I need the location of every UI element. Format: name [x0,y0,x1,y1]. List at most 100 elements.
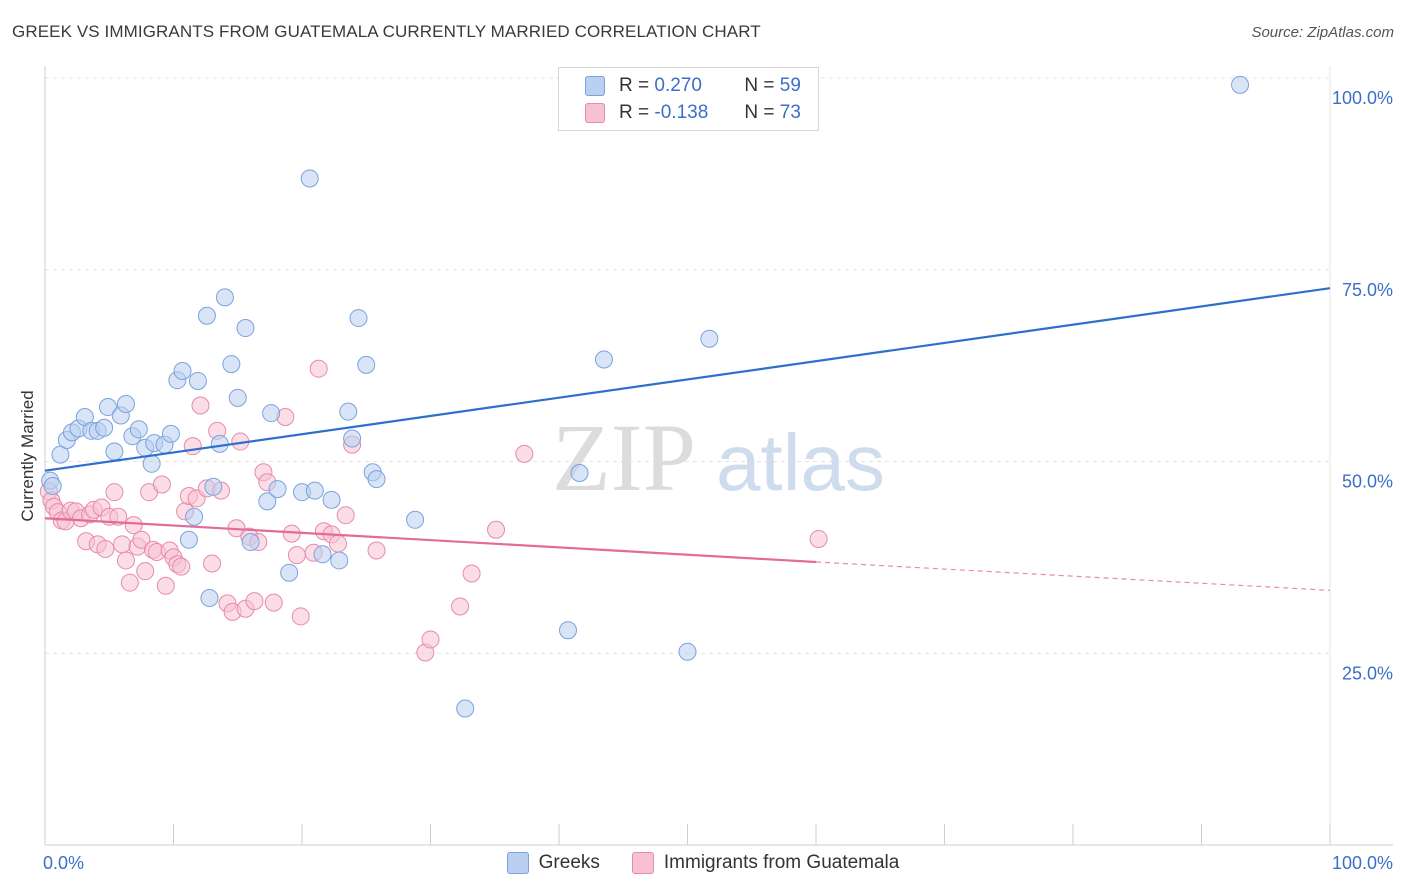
greeks-point [678,642,697,661]
greeks-point [313,545,332,564]
greeks-point [280,563,299,582]
greeks-point [204,477,223,496]
legend-n-value: 73 [779,102,801,123]
greeks-point [129,420,148,439]
guatemala-point [421,630,440,649]
guatemala-point [328,534,347,553]
legend-swatch-greeks [585,76,605,96]
greeks-point [241,533,260,552]
legend-swatch-greeks [506,852,529,874]
guatemala-point [287,546,306,565]
x-tick-label: 0.0% [43,853,84,873]
y-tick-label: 50.0% [1342,472,1393,492]
guatemala-point [203,554,222,573]
legend-r-label: R = [619,75,650,96]
greeks-point [236,319,255,338]
greeks-point [142,454,161,473]
y-tick-label: 75.0% [1342,280,1393,300]
greeks-point [349,309,368,328]
legend-r-value: -0.138 [654,102,709,123]
guatemala-point [120,573,139,592]
legend-item-greeks[interactable]: Greeks [506,852,600,874]
watermark-atlas: atlas [716,418,885,507]
guatemala-point [336,506,355,525]
greeks-point [98,398,117,417]
guatemala-trend-extension [815,561,1331,591]
guatemala-point [105,483,124,502]
greeks-point [456,699,475,718]
greeks-point [594,350,613,369]
greeks-point [700,329,719,348]
greeks-point [305,481,324,500]
guatemala-point [136,562,155,581]
guatemala-point [152,475,171,494]
guatemala-point [191,396,210,415]
greeks-point [185,507,204,526]
greeks-point [215,288,234,307]
greeks-point [179,530,198,549]
y-tick-label: 100.0% [1332,88,1393,108]
greeks-point [357,355,376,374]
legend-row-guatemala: R = -0.138 N = 73 [585,101,801,125]
guatemala-point [132,530,151,549]
guatemala-point [462,564,481,583]
greeks-point [570,464,589,483]
guatemala-point [309,359,328,378]
greeks-point [268,480,287,499]
series-greeks [41,75,1250,718]
legend-swatch-guatemala [631,852,654,874]
greeks-point [558,621,577,640]
legend-r-label: R = [619,102,650,123]
guatemala-point [116,551,135,570]
guatemala-point [109,507,128,526]
guatemala-point [487,520,506,539]
guatemala-trend-line [44,517,817,564]
guatemala-point [515,444,534,463]
guatemala-point [264,593,283,612]
greeks-trend-line [44,287,1331,472]
source-credit: Source: ZipAtlas.com [1251,24,1394,41]
x-tick-label: 100.0% [1332,853,1393,873]
stats-legend: R = 0.270 N = 59 R = -0.138 N = 73 [558,67,819,131]
greeks-point [258,492,277,511]
legend-swatch-guatemala [585,103,605,123]
guatemala-point [809,529,828,548]
legend-label-greeks: Greeks [538,852,600,873]
y-tick-label: 25.0% [1342,663,1393,683]
guatemala-point [113,535,132,554]
guatemala-point [183,437,202,456]
greeks-point [105,442,124,461]
legend-r-value: 0.270 [654,75,702,96]
greeks-point [210,434,229,453]
greeks-point [322,490,341,509]
trend-layer [44,287,1331,591]
greeks-point [173,361,192,380]
guatemala-point [96,539,115,558]
greeks-point [262,404,281,423]
legend-n-label: N = [744,102,775,123]
guatemala-point [451,597,470,616]
greeks-point [43,477,62,496]
series-guatemala [39,359,828,662]
chart-title: GREEK VS IMMIGRANTS FROM GUATEMALA CURRE… [12,22,761,41]
greeks-point [228,388,247,407]
greeks-point [200,589,219,608]
greeks-point [406,510,425,529]
legend-label-guatemala: Immigrants from Guatemala [663,852,900,873]
legend-row-greeks: R = 0.270 N = 59 [585,74,801,98]
greeks-point [188,371,207,390]
legend-item-guatemala[interactable]: Immigrants from Guatemala [631,852,900,874]
guatemala-point [245,592,264,611]
greeks-point [116,394,135,413]
greeks-point [330,551,349,570]
greeks-point [339,402,358,421]
axis-layer [44,66,1393,846]
legend-n-value: 59 [779,75,801,96]
greeks-point [367,470,386,489]
greeks-point [95,418,114,437]
series-legend: Greeks Immigrants from Guatemala [0,852,1406,874]
guatemala-point [367,541,386,560]
greeks-point [1231,75,1250,94]
greeks-point [222,355,241,374]
y-axis-label: Currently Married [18,390,37,522]
